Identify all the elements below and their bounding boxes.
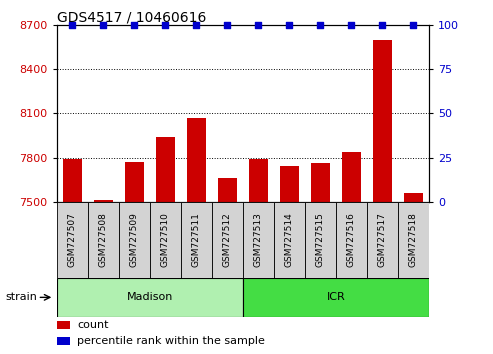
Point [348, 22, 355, 28]
Point [68, 22, 76, 28]
Bar [398, 202, 429, 278]
Bar [150, 202, 181, 278]
Bar [181, 202, 212, 278]
Bar [119, 202, 150, 278]
Bar [212, 202, 243, 278]
Bar [94, 200, 112, 202]
Text: GSM727511: GSM727511 [192, 212, 201, 267]
Point [254, 22, 262, 28]
Text: GSM727510: GSM727510 [161, 212, 170, 267]
Text: GSM727508: GSM727508 [99, 212, 108, 267]
Text: GSM727516: GSM727516 [347, 212, 356, 267]
Point [317, 22, 324, 28]
Bar [404, 193, 423, 202]
Text: GSM727513: GSM727513 [254, 212, 263, 267]
Text: GSM727512: GSM727512 [223, 212, 232, 267]
Point [192, 22, 200, 28]
Text: GSM727515: GSM727515 [316, 212, 325, 267]
Bar [125, 162, 143, 202]
Text: GSM727514: GSM727514 [285, 212, 294, 267]
Point [223, 22, 231, 28]
Bar [156, 137, 175, 202]
Point [379, 22, 387, 28]
Point [161, 22, 169, 28]
Text: GSM727509: GSM727509 [130, 212, 139, 267]
Text: ICR: ICR [326, 292, 345, 302]
Bar [88, 202, 119, 278]
Text: GSM727507: GSM727507 [68, 212, 77, 267]
Bar [57, 278, 243, 317]
Bar [57, 202, 88, 278]
Bar [57, 337, 70, 345]
Text: GDS4517 / 10460616: GDS4517 / 10460616 [57, 11, 206, 25]
Text: Madison: Madison [127, 292, 173, 302]
Bar [280, 166, 299, 202]
Bar [311, 164, 330, 202]
Text: GSM727518: GSM727518 [409, 212, 418, 267]
Bar [305, 202, 336, 278]
Text: strain: strain [5, 292, 37, 302]
Bar [218, 178, 237, 202]
Bar [342, 152, 361, 202]
Bar [57, 321, 70, 329]
Text: GSM727517: GSM727517 [378, 212, 387, 267]
Bar [249, 159, 268, 202]
Bar [336, 202, 367, 278]
Point [285, 22, 293, 28]
Text: percentile rank within the sample: percentile rank within the sample [77, 336, 265, 346]
Bar [243, 278, 429, 317]
Point [130, 22, 138, 28]
Bar [243, 202, 274, 278]
Bar [367, 202, 398, 278]
Point [99, 22, 107, 28]
Bar [63, 159, 81, 202]
Bar [373, 40, 391, 202]
Point [410, 22, 418, 28]
Bar [274, 202, 305, 278]
Bar [187, 118, 206, 202]
Text: count: count [77, 320, 108, 330]
